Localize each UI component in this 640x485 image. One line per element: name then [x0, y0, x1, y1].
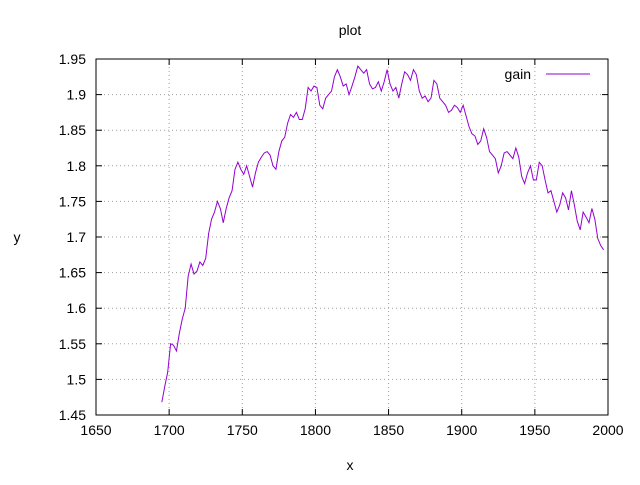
y-tick-label: 1.65 — [59, 265, 86, 281]
axis-ticks — [95, 58, 609, 416]
y-tick-label: 1.45 — [59, 407, 86, 423]
y-axis-tick-labels: 1.45 1.5 1.55 1.6 1.65 1.7 1.75 1.8 1.85 1.9 1.95 — [59, 51, 86, 423]
series-gain-line — [161, 65, 605, 403]
x-tick-label: 1700 — [154, 422, 185, 438]
x-tick-label: 1900 — [446, 422, 477, 438]
x-tick-label: 1800 — [300, 422, 331, 438]
chart-title: plot — [339, 22, 362, 38]
y-tick-label: 1.5 — [67, 371, 87, 387]
y-axis-label: y — [14, 229, 21, 245]
y-tick-label: 1.6 — [67, 300, 87, 316]
x-tick-label: 1650 — [80, 422, 111, 438]
x-tick-label: 1850 — [373, 422, 404, 438]
y-tick-label: 1.75 — [59, 193, 86, 209]
x-tick-label: 2000 — [592, 422, 623, 438]
legend: gain — [505, 66, 590, 82]
y-tick-label: 1.95 — [59, 51, 86, 67]
y-tick-label: 1.85 — [59, 122, 86, 138]
legend-label-gain: gain — [505, 66, 531, 82]
x-axis-tick-labels: 1650 1700 1750 1800 1850 1900 1950 2000 — [80, 422, 623, 438]
x-tick-label: 1950 — [519, 422, 550, 438]
y-tick-label: 1.9 — [67, 87, 87, 103]
y-tick-label: 1.8 — [67, 158, 87, 174]
y-tick-label: 1.55 — [59, 336, 86, 352]
x-tick-label: 1750 — [227, 422, 258, 438]
x-axis-label: x — [347, 457, 354, 473]
y-tick-label: 1.7 — [67, 229, 87, 245]
